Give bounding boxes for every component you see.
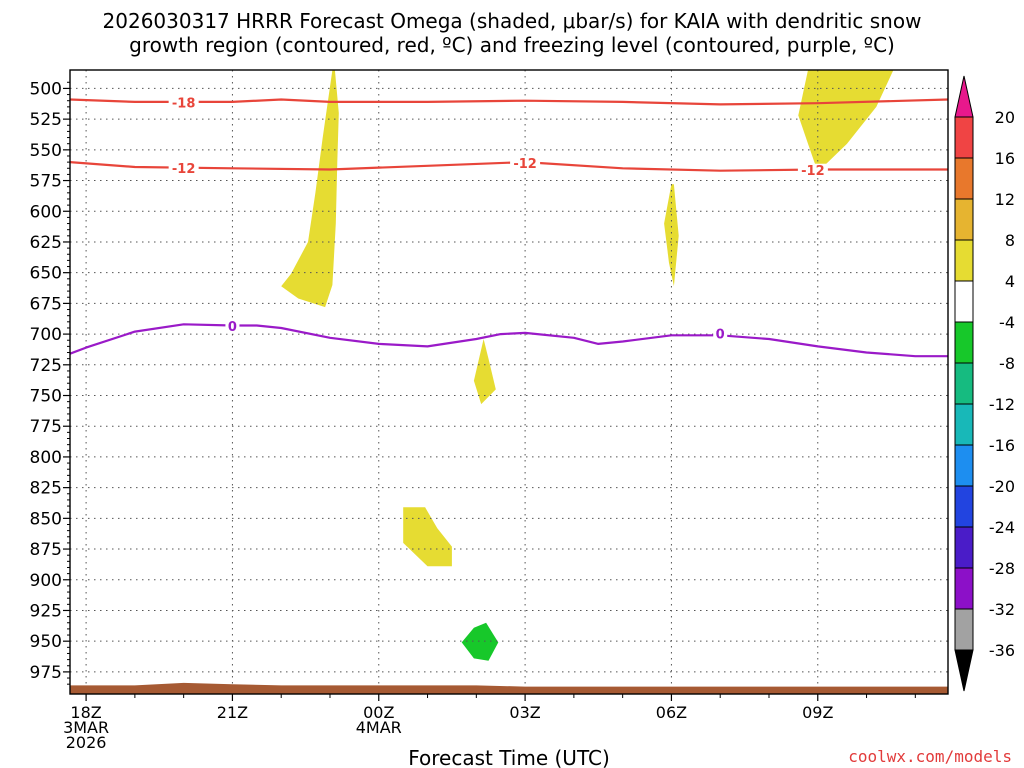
x-tick-label-09Z-0: 09Z <box>802 703 833 722</box>
x-tick-label-06Z-0: 06Z <box>656 703 687 722</box>
colorbar-label--16: -16 <box>989 436 1015 455</box>
colorbar-band-1 <box>954 157 974 200</box>
colorbar-label-16: 16 <box>995 149 1015 168</box>
y-tick-label-525: 525 <box>30 110 62 130</box>
y-tick-label-725: 725 <box>30 356 62 376</box>
colorbar-band-5 <box>954 321 974 364</box>
contour-label-bg <box>168 161 199 176</box>
contour-label--12-0: -12 <box>172 162 196 177</box>
contour-label-bg <box>797 163 828 178</box>
contour-label-bg <box>510 156 541 171</box>
y-tick-label-825: 825 <box>30 479 62 499</box>
contour-label-bg <box>168 96 199 111</box>
y-tick-label-650: 650 <box>30 264 62 284</box>
colorbar-band-7 <box>954 403 974 446</box>
colorbar-band-2 <box>954 198 974 241</box>
y-tick-label-750: 750 <box>30 387 62 407</box>
colorbar-band-4 <box>954 280 974 323</box>
contour-label-bg <box>225 319 240 334</box>
y-tick-label-700: 700 <box>30 325 62 345</box>
y-tick-label-900: 900 <box>30 571 62 591</box>
colorbar-band-8 <box>954 444 974 487</box>
colorbar-label--12: -12 <box>989 395 1015 414</box>
x-tick-label-18Z-1: 3MAR <box>63 718 109 737</box>
contour-label-0-1: 0 <box>716 328 725 343</box>
plot-frame <box>69 69 949 695</box>
0C freezing level <box>69 323 948 358</box>
colorbar-label--24: -24 <box>989 518 1015 537</box>
colorbar-label--28: -28 <box>989 559 1015 578</box>
colorbar-band-0 <box>954 116 974 159</box>
y-tick-label-950: 950 <box>30 632 62 652</box>
colorbar-label-4: 4 <box>1005 272 1015 291</box>
terrain-layer <box>70 682 948 694</box>
x-axis-label: Forecast Time (UTC) <box>408 746 610 768</box>
x-tick-label-18Z-2: 2026 <box>66 733 107 752</box>
omega-shading-layer <box>281 70 894 661</box>
y-tick-label-575: 575 <box>30 172 62 192</box>
colorbar-label-12: 12 <box>995 190 1015 209</box>
downdraft-0200z <box>461 622 499 661</box>
colorbar-band-6 <box>954 362 974 405</box>
colorbar-band-9 <box>954 485 974 528</box>
-18C isotherm <box>69 98 949 106</box>
colorbar-band-3 <box>954 239 974 282</box>
x-tick-label-00Z-0: 00Z <box>363 703 394 722</box>
x-tick-label-18Z-0: 18Z <box>70 703 101 722</box>
y-tick-label-800: 800 <box>30 448 62 468</box>
contour-label--12-2: -12 <box>801 164 825 179</box>
y-tick-label-600: 600 <box>30 202 62 222</box>
grid-lines <box>70 70 948 694</box>
y-tick-label-675: 675 <box>30 294 62 314</box>
colorbar-label-20: 20 <box>995 108 1015 127</box>
y-tick-label-975: 975 <box>30 663 62 683</box>
omega-colorbar: 20 16 12 8 4 -4 -8 -12 -16 -20 -24 -28 -32 -36 <box>954 75 1015 692</box>
colorbar-band-12 <box>954 608 974 651</box>
colorbar-label--4: -4 <box>999 313 1015 332</box>
y-tick-label-925: 925 <box>30 601 62 621</box>
contour-label--18-0: -18 <box>172 97 196 112</box>
updraft-column-2130z <box>281 70 339 308</box>
colorbar-label--32: -32 <box>989 600 1015 619</box>
updraft-0200z <box>473 339 496 405</box>
pressure-axis: 500 525 550 575 600 625 650 675 700 725 750 775 800 8… <box>30 79 70 685</box>
y-tick-label-775: 775 <box>30 417 62 437</box>
chart-title-line-1: 2026030317 HRRR Forecast Omega (shaded, … <box>103 9 922 33</box>
y-tick-label-875: 875 <box>30 540 62 560</box>
colorbar-top-arrow <box>954 75 974 118</box>
colorbar-band-10 <box>954 526 974 569</box>
y-tick-label-550: 550 <box>30 141 62 161</box>
y-tick-label-500: 500 <box>30 79 62 99</box>
y-tick-label-850: 850 <box>30 509 62 529</box>
contour-label-0-0: 0 <box>228 320 237 335</box>
x-tick-label-00Z-1: 4MAR <box>356 718 402 737</box>
x-tick-label-03Z-0: 03Z <box>509 703 540 722</box>
colorbar-bottom-arrow <box>954 649 974 692</box>
updraft-09z <box>798 70 894 172</box>
updraft-06z <box>664 184 679 287</box>
x-tick-label-21Z-0: 21Z <box>217 703 248 722</box>
updraft-0100z <box>403 507 452 567</box>
contour-label-bg <box>713 327 728 342</box>
colorbar-label--8: -8 <box>999 354 1015 373</box>
colorbar-band-11 <box>954 567 974 610</box>
chart-title-line-2: growth region (contoured, red, ºC) and f… <box>129 33 895 57</box>
colorbar-label--36: -36 <box>989 641 1015 660</box>
temperature-contours: -18 -12 -12 -12 0 0 <box>69 96 949 358</box>
colorbar-label-8: 8 <box>1005 231 1015 250</box>
terrain-surface <box>70 682 948 694</box>
y-tick-label-625: 625 <box>30 233 62 253</box>
colorbar-label--20: -20 <box>989 477 1015 496</box>
credit-text: coolwx.com/models <box>848 747 1012 766</box>
contour-label--12-1: -12 <box>513 157 537 172</box>
